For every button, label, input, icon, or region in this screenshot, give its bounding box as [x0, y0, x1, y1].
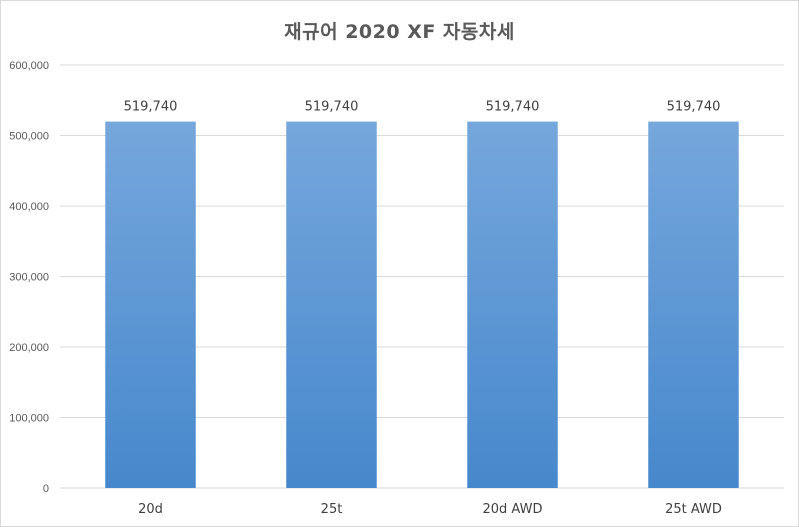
y-tick-label: 400,000: [9, 201, 49, 213]
bar-20d-awd: [467, 121, 558, 488]
y-tick-label: 300,000: [9, 272, 49, 284]
data-label: 519,740: [486, 100, 540, 115]
y-tick-label: 0: [43, 483, 49, 495]
y-tick-label: 500,000: [9, 131, 49, 143]
x-axis-category-labels: 20d 25t 20d AWD 25t AWD: [138, 502, 722, 517]
category-label: 20d: [138, 502, 163, 517]
bar-20d: [105, 121, 196, 488]
bar-25t: [286, 121, 377, 488]
y-tick-label: 200,000: [9, 342, 49, 354]
data-labels: 519,740 519,740 519,740 519,740: [124, 100, 721, 115]
chart-title: 재규어 2020 XF 자동차세: [284, 21, 515, 43]
y-tick-label: 600,000: [9, 60, 49, 72]
bar-25t-awd: [648, 121, 739, 488]
y-axis-tick-labels: 0 100,000 200,000 300,000 400,000 500,000 600,…: [9, 60, 49, 495]
data-label: 519,740: [305, 100, 359, 115]
data-label: 519,740: [124, 100, 178, 115]
y-tick-label: 100,000: [9, 413, 49, 425]
category-label: 20d AWD: [483, 502, 543, 517]
data-label: 519,740: [667, 100, 721, 115]
category-label: 25t AWD: [665, 502, 722, 517]
bars: [105, 121, 739, 488]
category-label: 25t: [321, 502, 343, 517]
